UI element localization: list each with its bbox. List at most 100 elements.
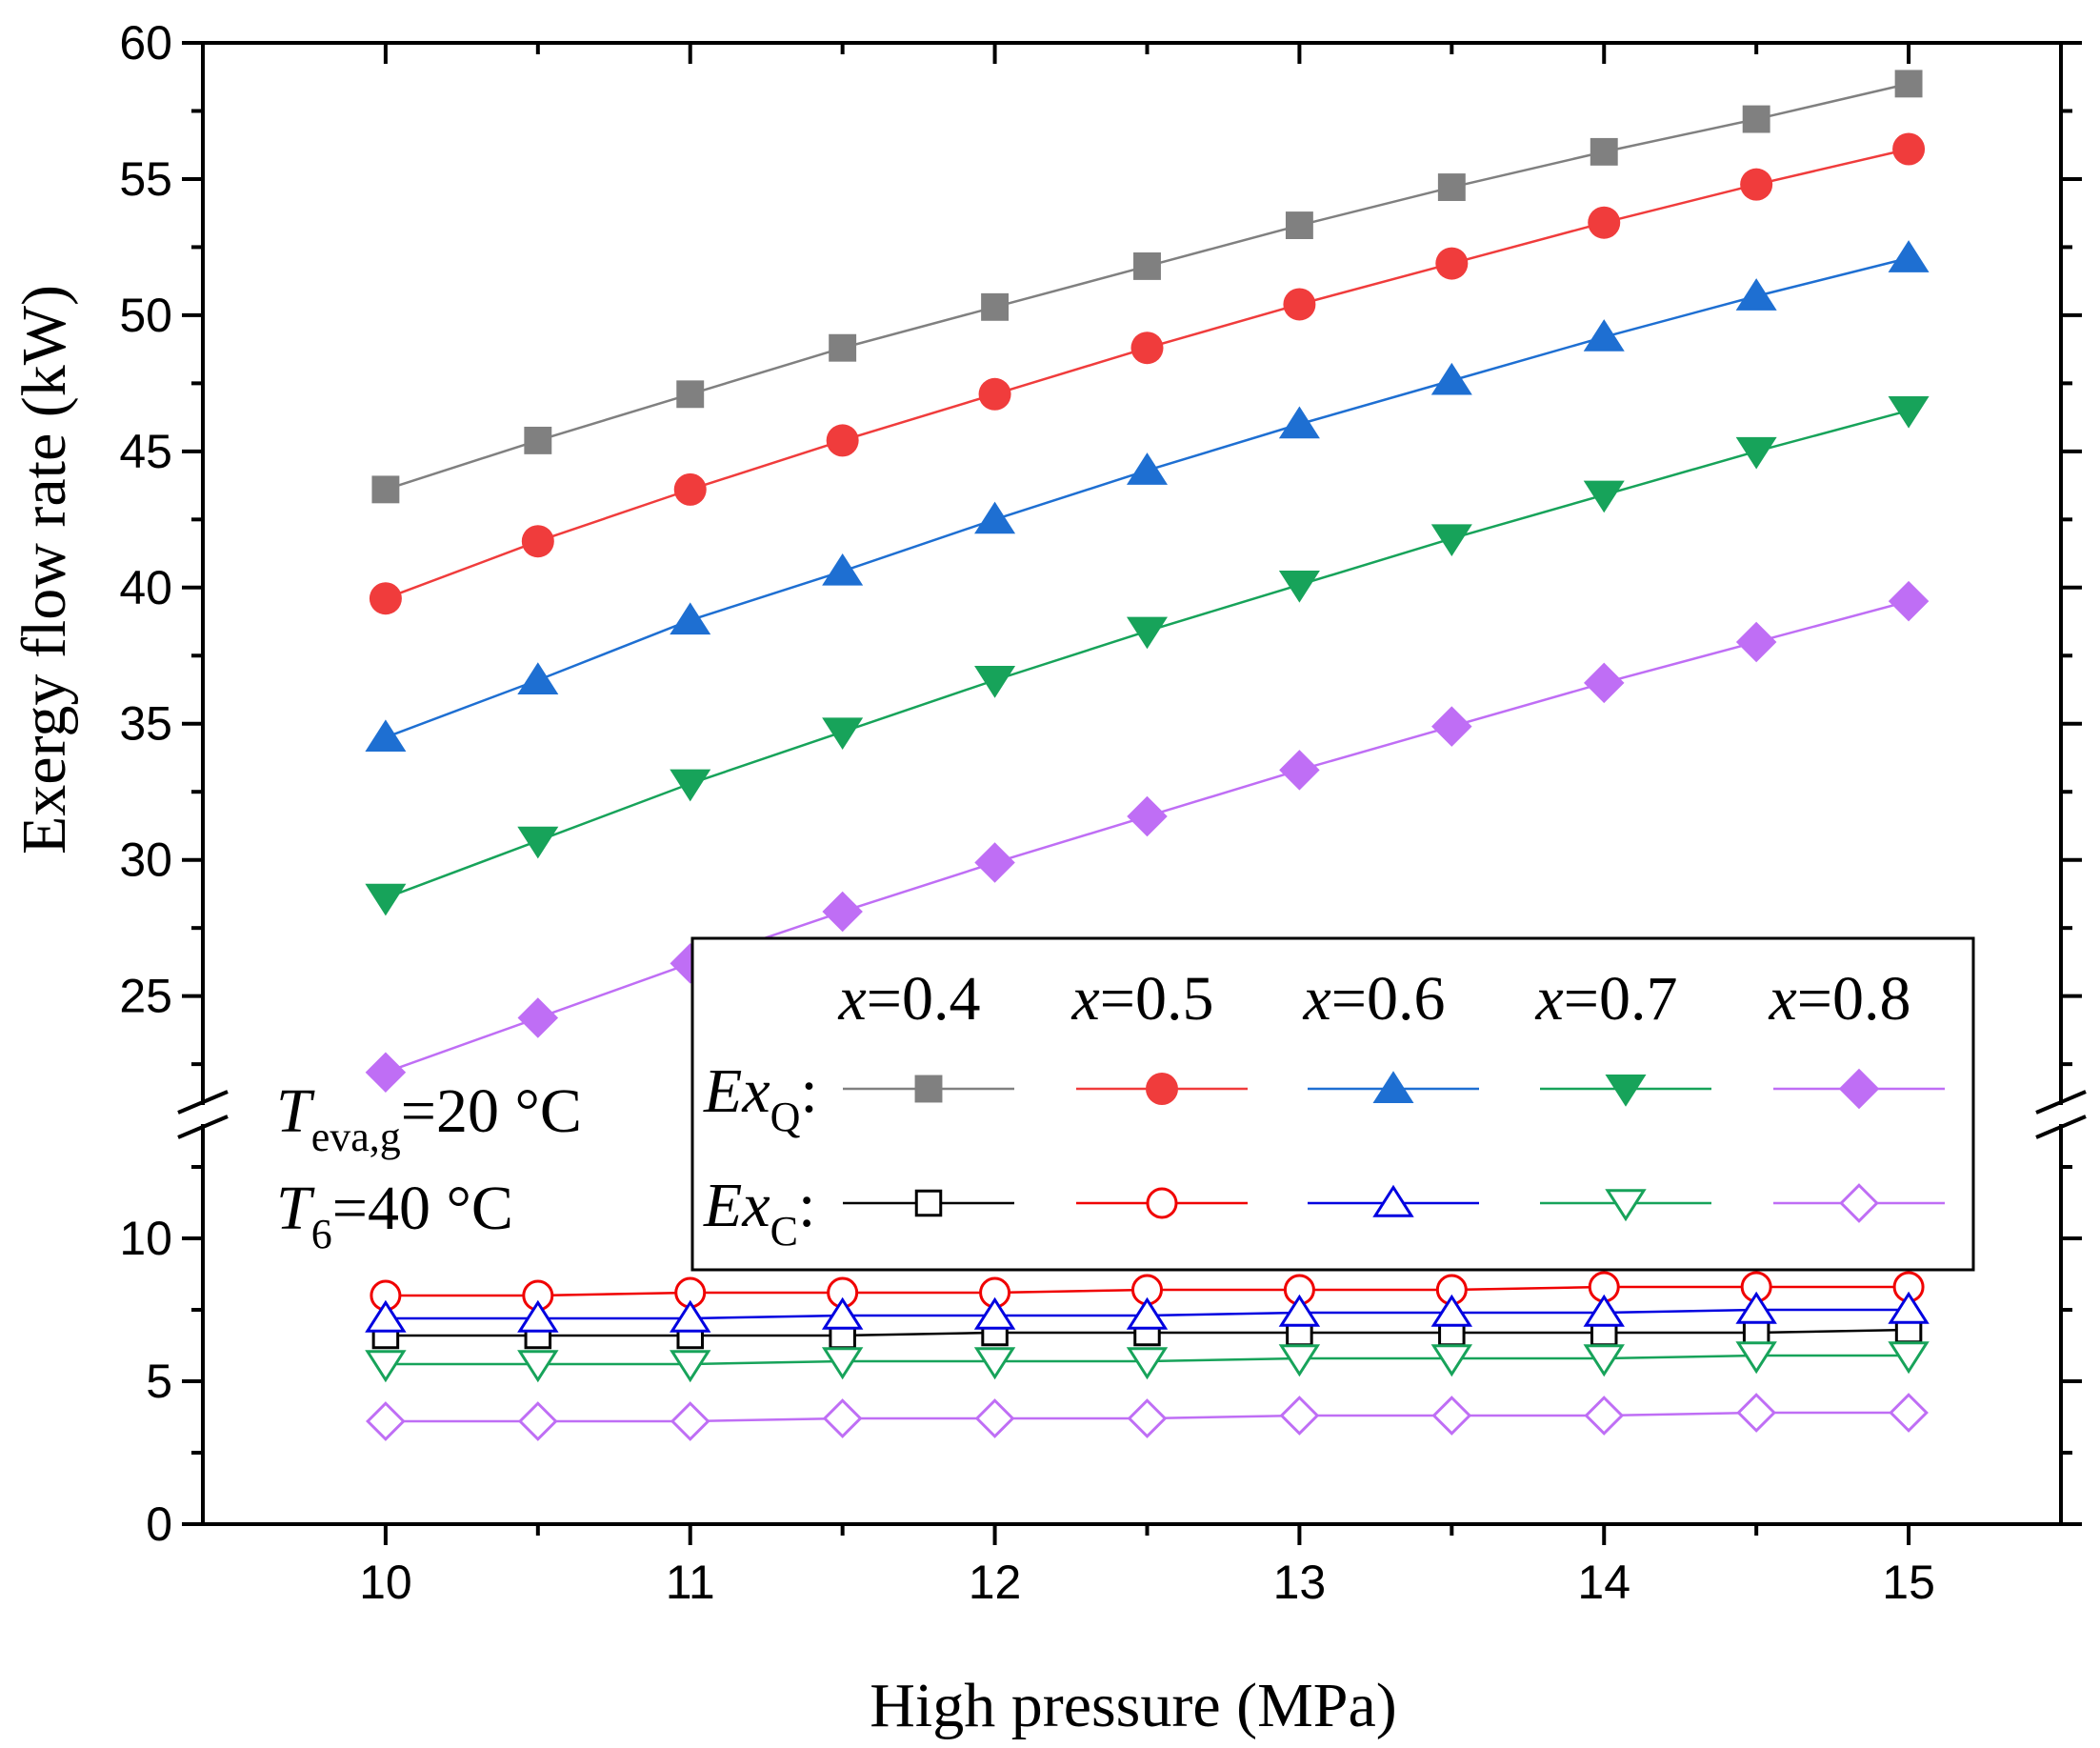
data-point [1126, 1296, 1169, 1330]
data-point [1735, 1291, 1777, 1324]
data-point [826, 424, 859, 457]
y-tick-label: 5 [146, 1355, 172, 1408]
data-point [1888, 1291, 1930, 1324]
y-tick-label: 60 [119, 16, 172, 70]
data-point [517, 1299, 559, 1333]
data-point [1127, 1398, 1168, 1438]
legend-header: x=0.7 [1534, 964, 1677, 1034]
data-point [1583, 319, 1625, 352]
y-tick-label: 40 [119, 561, 172, 614]
y-axis-title: Exergy flow rate (kW) [10, 285, 79, 854]
legend-header-val: =0.6 [1331, 964, 1446, 1034]
legend-row-colon: : [800, 1056, 817, 1126]
data-point [1126, 616, 1168, 650]
axis-break-mark [177, 1090, 229, 1115]
data-point [1437, 173, 1466, 201]
legend-row-sub: C [770, 1208, 798, 1255]
data-point [822, 1398, 863, 1438]
series-exq-x04 [371, 70, 1923, 504]
series-exq-x06 [365, 240, 1930, 752]
data-point [1278, 1344, 1321, 1377]
y-tick-label: 45 [119, 425, 172, 478]
legend-marker [1838, 1068, 1880, 1110]
series-exc-x08 [366, 1393, 1929, 1441]
legend-entry [1773, 1068, 1945, 1110]
data-point [1283, 288, 1316, 321]
axis-break-mark [2035, 1090, 2087, 1115]
data-point [822, 553, 864, 586]
legend-entry [1540, 1075, 1711, 1107]
x-tick-label: 13 [1273, 1556, 1327, 1609]
legend-entry [1076, 1073, 1248, 1105]
data-point [1588, 206, 1621, 239]
data-point [517, 997, 559, 1038]
data-point [1583, 480, 1625, 513]
data-point [1126, 1347, 1169, 1380]
data-point [829, 333, 857, 362]
data-point [670, 769, 711, 802]
data-point [1735, 436, 1777, 470]
data-point [822, 717, 864, 751]
data-point [365, 1299, 407, 1333]
data-point [365, 883, 407, 916]
data-point [673, 472, 707, 506]
legend-entry [1540, 1189, 1711, 1222]
data-point [1735, 1341, 1777, 1375]
data-point [517, 662, 559, 694]
annotation-rest: =40 °C [332, 1174, 513, 1243]
data-point [974, 1398, 1015, 1438]
series-exq-x07 [365, 396, 1930, 916]
annotation-main: T [276, 1076, 315, 1146]
data-point [1133, 251, 1161, 280]
data-point [1736, 1393, 1777, 1433]
legend-header: x=0.6 [1302, 964, 1445, 1034]
data-point [973, 1347, 1016, 1380]
data-point [369, 582, 402, 615]
legend-row-main: Ex [703, 1171, 770, 1240]
data-point [974, 842, 1015, 883]
annotations: Teva,g=20 °C T6=40 °C [276, 1076, 582, 1257]
series-line [385, 148, 1910, 600]
data-point [1889, 1393, 1929, 1433]
axes-layer: 10 11 12 13 14 15 0 5 10 25 30 35 40 45 50 55 60 [119, 16, 2087, 1609]
data-point [670, 1299, 711, 1333]
data-point [1430, 1344, 1473, 1377]
x-axis-title: High pressure (MPa) [870, 1671, 1397, 1740]
data-point [366, 1401, 406, 1441]
legend-header-var: x [1302, 964, 1330, 1034]
data-point [1888, 396, 1930, 429]
legend-entry [843, 1189, 1014, 1217]
annotation-text: T6=40 °C [276, 1174, 513, 1257]
data-point [517, 1350, 559, 1383]
data-point [1590, 137, 1618, 166]
data-point [670, 602, 711, 635]
legend-marker [1146, 1073, 1178, 1105]
data-point [1584, 1396, 1625, 1436]
data-point [978, 377, 1011, 411]
data-point [822, 891, 863, 933]
data-point [524, 426, 552, 454]
data-point [1278, 570, 1320, 603]
annotation-main: T [276, 1174, 315, 1243]
data-point [670, 1401, 710, 1441]
data-point [1430, 1294, 1473, 1327]
legend-header-var: x [1534, 964, 1563, 1034]
annotation-rest: =20 °C [401, 1076, 582, 1146]
legend-header-val: =0.7 [1564, 964, 1678, 1034]
legend-row-label: ExC: [703, 1171, 815, 1255]
legend-header-val: =0.4 [867, 964, 981, 1034]
legend-entry [1773, 1183, 1945, 1223]
y-tick-label: 25 [119, 970, 172, 1023]
data-point [1583, 1294, 1625, 1327]
x-tick-label: 11 [666, 1556, 715, 1609]
legend-entry [843, 1075, 1014, 1103]
data-point [1735, 621, 1777, 663]
data-point [1583, 662, 1625, 704]
legend-marker [914, 1189, 943, 1217]
legend-header: x=0.5 [1070, 964, 1213, 1034]
annotation-sub: eva,g [311, 1114, 401, 1160]
data-point [974, 666, 1016, 698]
legend-marker [1372, 1184, 1414, 1217]
